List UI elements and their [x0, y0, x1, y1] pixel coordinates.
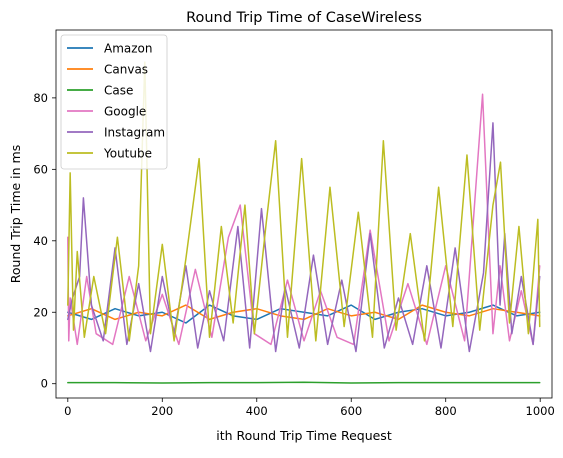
- x-tick-label: 600: [340, 404, 362, 418]
- axes: 0 200 400 600 800 1000 0 20 40 60 80: [33, 29, 555, 418]
- series-lines: [67, 61, 541, 384]
- legend-label-amazon: Amazon: [104, 42, 153, 56]
- y-tick-label: 60: [33, 162, 48, 176]
- chart-title: Round Trip Time of CaseWireless: [186, 10, 422, 26]
- legend-label-youtube: Youtube: [103, 147, 152, 161]
- legend-label-google: Google: [104, 105, 146, 119]
- x-tick-label: 200: [151, 404, 173, 418]
- x-tick-label: 800: [435, 404, 457, 418]
- y-tick-label: 0: [41, 377, 48, 391]
- x-tick-label: 1000: [526, 404, 555, 418]
- y-tick-label: 80: [33, 91, 48, 105]
- legend-label-canvas: Canvas: [104, 63, 148, 77]
- x-tick-label: 0: [64, 404, 71, 418]
- y-axis-label: Round Trip Time in ms: [8, 145, 23, 283]
- x-tick-label: 400: [246, 404, 268, 418]
- y-tick-label: 20: [33, 305, 48, 319]
- legend-label-case: Case: [104, 84, 133, 98]
- series-line-instagram: [67, 122, 541, 353]
- series-line-youtube: [67, 61, 541, 342]
- x-axis-label: ith Round Trip Time Request: [216, 428, 392, 443]
- legend-label-instagram: Instagram: [104, 126, 165, 140]
- plot-frame: [55, 29, 553, 399]
- plot-area: [67, 61, 541, 384]
- legend: Amazon Canvas Case Google Instagram Youtube: [60, 34, 168, 170]
- series-line-google: [67, 93, 541, 346]
- series-line-case: [67, 381, 541, 384]
- y-tick-label: 40: [33, 234, 48, 248]
